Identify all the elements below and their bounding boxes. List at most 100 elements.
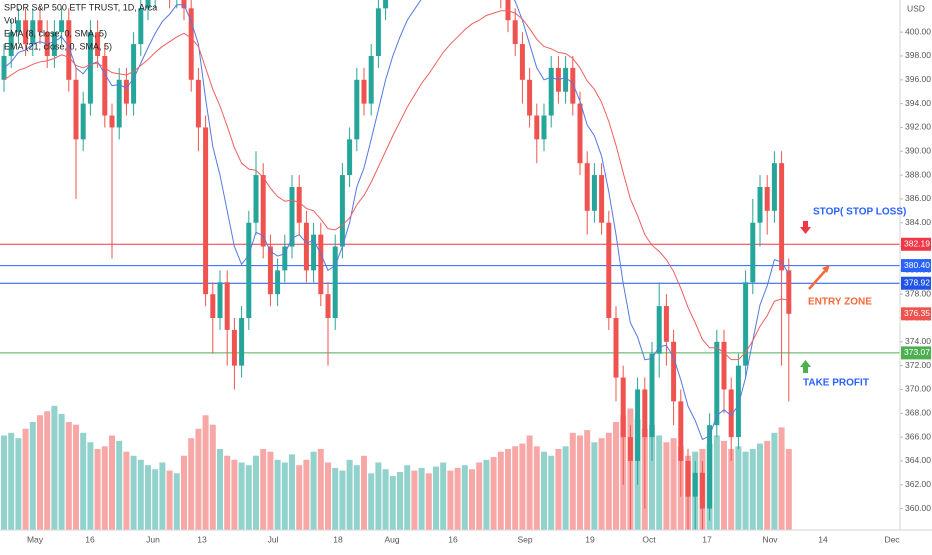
volume-bar xyxy=(217,449,223,530)
candle-body xyxy=(8,32,14,56)
candle-body xyxy=(649,353,655,438)
x-tick-label: 14 xyxy=(818,534,828,544)
price-label: 373.07 xyxy=(904,347,930,357)
volume-bar xyxy=(37,415,43,530)
volume-bar xyxy=(289,454,295,530)
candle-body xyxy=(678,401,684,461)
volume-bar xyxy=(742,451,749,530)
volume-bar xyxy=(94,449,101,530)
candle-body xyxy=(145,0,151,9)
volume-bar xyxy=(721,440,727,530)
volume-bar xyxy=(310,451,317,530)
candle-body xyxy=(239,318,245,366)
volume-bar xyxy=(713,435,720,530)
candle-body xyxy=(138,8,144,45)
volume-bar xyxy=(181,455,187,530)
y-tick-label: 374.00 xyxy=(905,336,931,346)
annotation: ENTRY ZONE xyxy=(808,297,872,308)
y-tick-label: 370.00 xyxy=(905,384,931,394)
volume-bar xyxy=(749,449,756,530)
candle-body xyxy=(584,163,590,211)
chart-title: SPDR S&P 500 ETF TRUST, 1D, Arca xyxy=(4,2,157,12)
entry-arrow xyxy=(808,270,826,290)
x-tick-label: 13 xyxy=(197,534,207,544)
candle-body xyxy=(563,67,569,92)
x-tick-label: 17 xyxy=(702,534,712,544)
candle-body xyxy=(59,20,65,33)
candle-body xyxy=(656,306,662,354)
y-tick-label: 360.00 xyxy=(905,503,931,513)
volume-bar xyxy=(1,435,7,530)
candle-body xyxy=(735,365,741,438)
candle-body xyxy=(347,139,353,176)
volume-bar xyxy=(757,443,763,530)
volume-bar xyxy=(389,476,396,530)
volume-bar xyxy=(649,424,655,530)
volume-bar xyxy=(51,405,58,530)
candle-body xyxy=(599,175,605,223)
y-tick-label: 386.00 xyxy=(905,193,931,203)
candle-body xyxy=(685,460,691,497)
volume-bar xyxy=(591,442,598,530)
candle-body xyxy=(15,20,21,33)
y-tick-label: 362.00 xyxy=(905,479,931,489)
volume-bar xyxy=(764,440,771,530)
volume-bar xyxy=(397,471,403,530)
x-tick-label: Jun xyxy=(146,534,160,544)
volume-bar xyxy=(195,428,202,530)
volume-bar xyxy=(368,473,375,530)
candle-body xyxy=(692,472,698,497)
candle-body xyxy=(73,79,79,140)
candle-body xyxy=(383,0,389,9)
volume-bar xyxy=(137,459,144,530)
candle-body xyxy=(231,329,237,366)
volume-bar xyxy=(541,451,547,530)
x-tick-label: 16 xyxy=(85,534,95,544)
candle-body xyxy=(210,294,216,318)
volume-bar xyxy=(375,462,382,530)
volume-bar xyxy=(332,467,339,530)
y-tick-label: 366.00 xyxy=(905,431,931,441)
ema-line xyxy=(3,10,789,361)
volume-bar xyxy=(613,422,619,530)
y-tick-label: 400.00 xyxy=(905,26,931,36)
volume-bar xyxy=(260,449,267,530)
volume-bar xyxy=(411,470,418,530)
volume-bar xyxy=(605,432,612,530)
volume-bar xyxy=(116,440,123,530)
candle-body xyxy=(627,437,633,461)
volume-bar xyxy=(101,446,108,530)
candle-body xyxy=(181,0,187,9)
candle-body xyxy=(512,20,518,45)
candle-body xyxy=(102,55,108,116)
volume-bar xyxy=(346,459,353,530)
x-tick-label: Dec xyxy=(884,534,900,544)
volume-bar xyxy=(656,435,663,530)
candle-body xyxy=(325,294,331,318)
candle-body xyxy=(635,389,641,461)
candle-body xyxy=(779,163,785,271)
y-tick-label: 378.00 xyxy=(905,288,931,298)
y-tick-label: 396.00 xyxy=(905,74,931,84)
ema-line xyxy=(3,0,790,441)
x-tick-label: Nov xyxy=(762,534,778,544)
stop-arrow xyxy=(800,221,811,234)
annotation: STOP( STOP LOSS) xyxy=(813,207,906,218)
x-tick-label: Sep xyxy=(517,534,532,544)
price-label-box xyxy=(901,237,931,251)
candle-body xyxy=(591,175,597,211)
candle-body xyxy=(577,103,583,164)
candle-body xyxy=(771,163,777,211)
volume-bar xyxy=(785,449,792,530)
volume-bar xyxy=(152,469,159,530)
volume-bar xyxy=(382,469,389,530)
candle-body xyxy=(87,32,93,104)
price-label: 376.35 xyxy=(904,308,930,318)
volume-bar xyxy=(519,443,526,530)
volume-bar xyxy=(454,467,461,530)
price-label: 380.40 xyxy=(904,260,930,270)
volume-bar xyxy=(577,435,583,530)
candle-body xyxy=(66,20,72,80)
candle-body xyxy=(217,282,223,318)
candle-body xyxy=(721,341,727,390)
